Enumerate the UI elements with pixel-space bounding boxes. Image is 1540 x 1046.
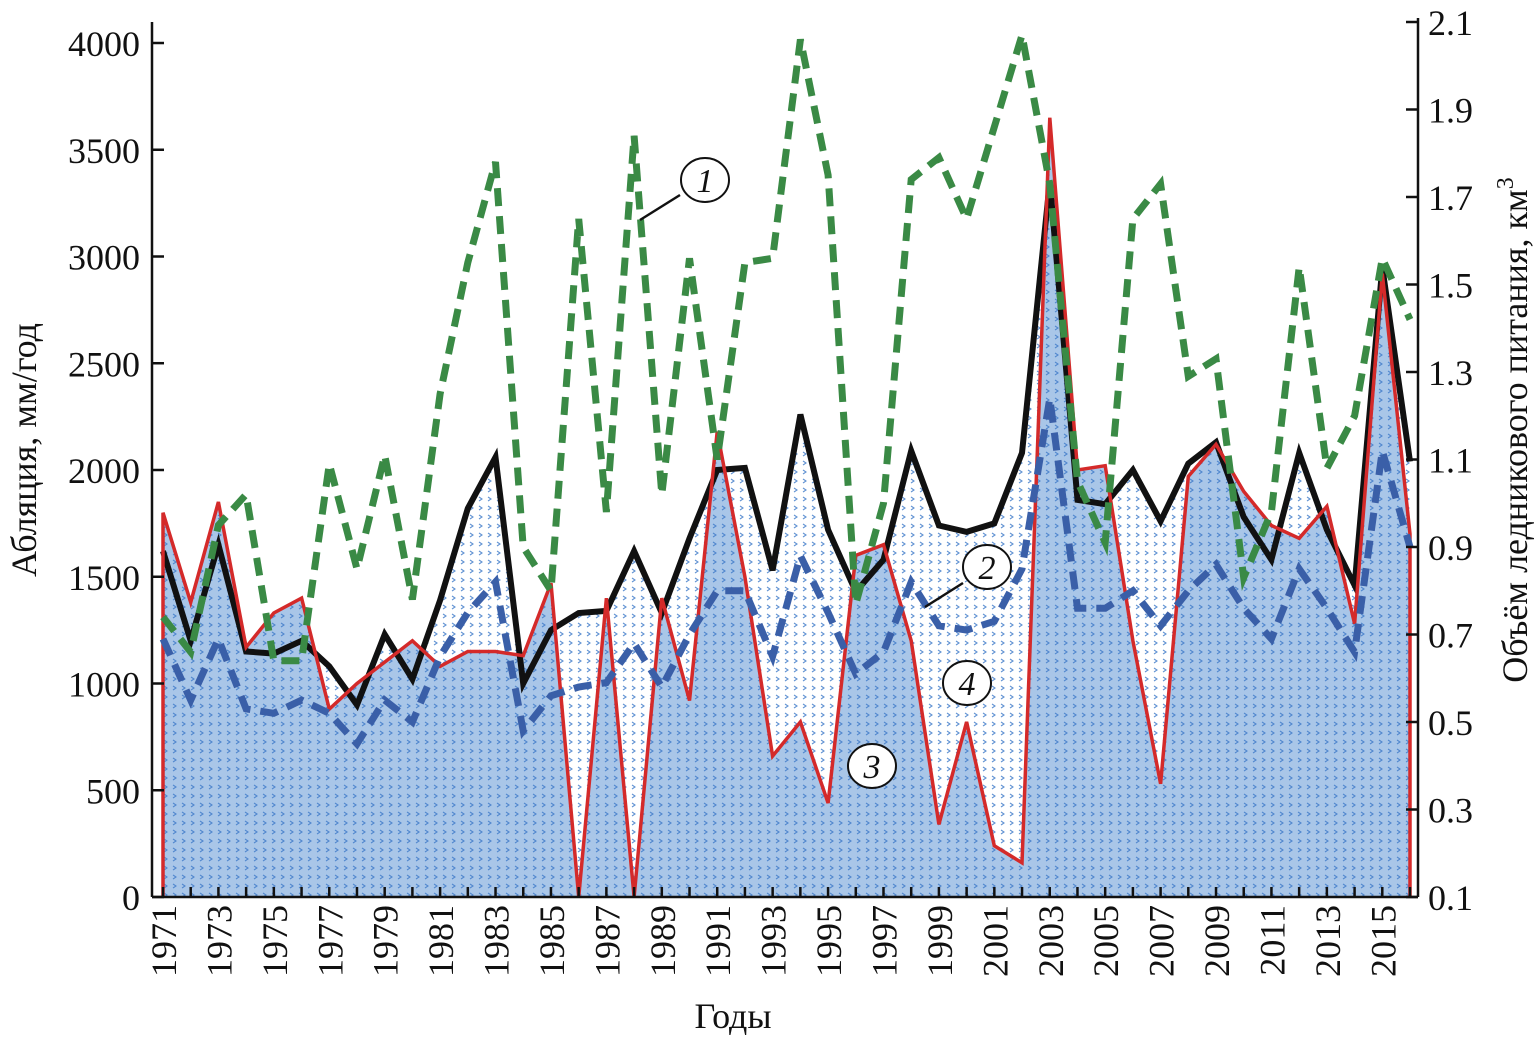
x-tick-label: 1973 bbox=[199, 905, 239, 977]
x-tick-label: 2015 bbox=[1363, 905, 1403, 977]
y-right-tick-label: 1.1 bbox=[1428, 441, 1473, 481]
series-2-label: 2 bbox=[979, 550, 996, 587]
y-left-tick-label: 3000 bbox=[68, 238, 140, 278]
y-right-tick-label: 0.7 bbox=[1428, 616, 1473, 656]
y-axis-right-label-sup: 3 bbox=[1493, 177, 1519, 189]
x-tick-label: 2001 bbox=[975, 905, 1015, 977]
y-right-tick-label: 1.7 bbox=[1428, 178, 1473, 218]
x-tick-label: 2007 bbox=[1142, 905, 1182, 977]
x-tick-label: 1993 bbox=[754, 905, 794, 977]
y-left-tick-label: 2500 bbox=[68, 344, 140, 384]
series-4-line bbox=[160, 181, 1413, 712]
x-tick-label: 2009 bbox=[1197, 905, 1237, 977]
y-axis-right-label: Объём ледникового питания, км3 bbox=[1493, 177, 1535, 682]
series-3-label-circle bbox=[847, 743, 897, 789]
y-right-tick-label: 1.5 bbox=[1428, 266, 1473, 306]
y-left-tick-label: 1000 bbox=[68, 665, 140, 705]
y-axis-right-label-text: Объём ледникового питания, км bbox=[1495, 189, 1535, 682]
y-right-tick-label: 1.9 bbox=[1428, 91, 1473, 131]
y-left-tick-label: 1500 bbox=[68, 558, 140, 598]
x-tick-label: 1989 bbox=[643, 905, 683, 977]
area-3-pattern bbox=[163, 117, 1410, 897]
x-tick-label: 2005 bbox=[1086, 905, 1126, 977]
series-4-label: 4 bbox=[959, 666, 976, 703]
y-left-tick-label: 3500 bbox=[68, 131, 140, 171]
series-4-label-circle bbox=[942, 660, 992, 706]
x-tick-label: 1977 bbox=[310, 905, 350, 977]
y-left-tick-label: 500 bbox=[86, 771, 140, 811]
y-right-tick-label: 0.5 bbox=[1428, 703, 1473, 743]
series-2-line bbox=[159, 397, 1414, 750]
y-axis-left-label: Абляция, мм/год bbox=[4, 323, 44, 577]
y-left-tick-label: 4000 bbox=[68, 24, 140, 64]
x-tick-label: 1999 bbox=[920, 905, 960, 977]
series-3-line bbox=[161, 117, 1412, 897]
x-axis-label: Годы bbox=[694, 996, 771, 1036]
y-right-tick-label: 1.3 bbox=[1428, 353, 1473, 393]
y-right-tick-label: 0.9 bbox=[1428, 528, 1473, 568]
x-tick-label: 1981 bbox=[421, 905, 461, 977]
y-right-tick-label: 2.1 bbox=[1428, 3, 1473, 43]
x-tick-label: 2011 bbox=[1252, 905, 1292, 976]
x-tick-label: 1997 bbox=[864, 905, 904, 977]
y-right-tick-label: 0.3 bbox=[1428, 791, 1473, 831]
x-tick-label: 2013 bbox=[1308, 905, 1348, 977]
series-1-label-circle bbox=[680, 157, 730, 203]
series-1-label: 1 bbox=[697, 163, 714, 200]
x-tick-label: 1987 bbox=[587, 905, 627, 977]
y-right-tick-label: 0.1 bbox=[1428, 878, 1473, 918]
series-2-leader bbox=[924, 581, 964, 609]
x-tick-label: 1985 bbox=[532, 905, 572, 977]
y-left-tick-label: 2000 bbox=[68, 451, 140, 491]
x-tick-label: 2003 bbox=[1031, 905, 1071, 977]
series-3-label: 3 bbox=[863, 749, 881, 786]
x-tick-label: 1979 bbox=[366, 905, 406, 977]
x-tick-label: 1995 bbox=[809, 905, 849, 977]
series-2-label-circle bbox=[962, 544, 1012, 590]
x-tick-label: 1983 bbox=[477, 905, 517, 977]
x-tick-label: 1975 bbox=[255, 905, 295, 977]
x-tick-label: 1991 bbox=[698, 905, 738, 977]
x-tick-label: 1971 bbox=[144, 905, 184, 977]
y-left-tick-label: 0 bbox=[122, 878, 140, 918]
series-1-leader bbox=[639, 193, 681, 222]
